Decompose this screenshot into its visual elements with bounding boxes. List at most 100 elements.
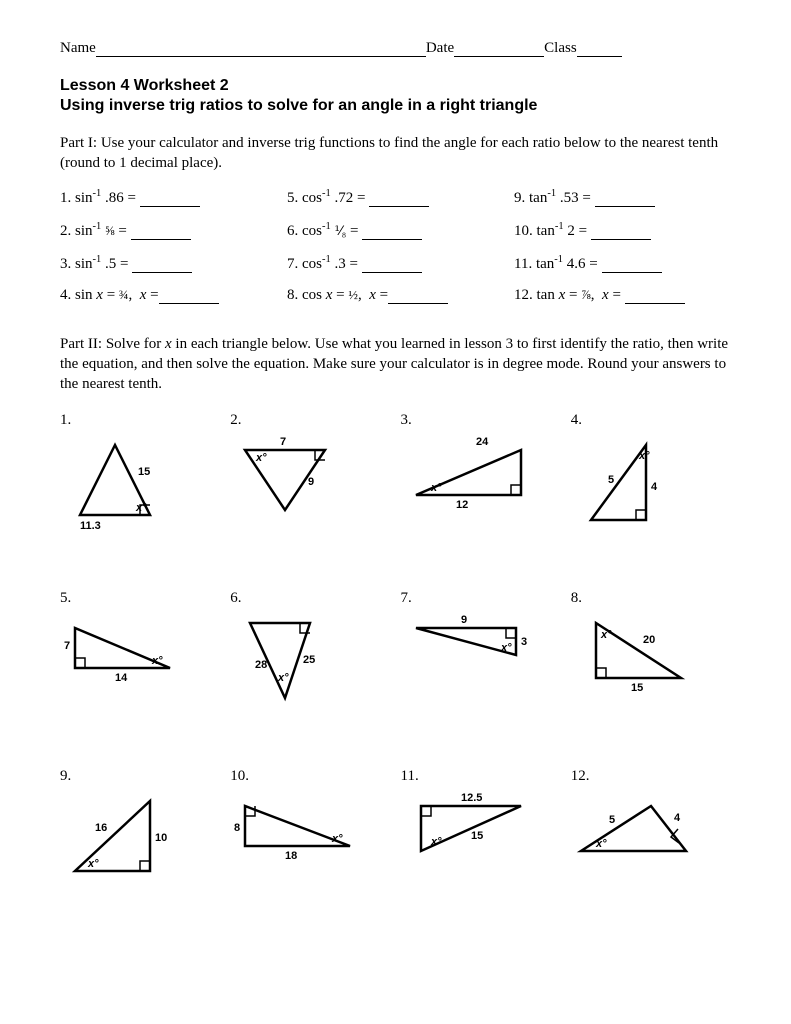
svg-text:9: 9 <box>461 614 467 626</box>
answer-blank[interactable] <box>625 288 685 304</box>
svg-text:x°: x° <box>87 858 99 870</box>
part1-problem: 11. tan-1 4.6 = <box>514 254 731 273</box>
svg-text:18: 18 <box>285 850 297 862</box>
answer-blank[interactable] <box>140 191 200 207</box>
part1-problem: 7. cos-1 .3 = <box>287 254 504 273</box>
svg-text:x°: x° <box>135 502 147 514</box>
triangle-cell: 12. x° 54 <box>571 768 731 896</box>
part1-problem: 3. sin-1 .5 = <box>60 254 277 273</box>
triangle-diagram: x° 5 4 <box>571 791 711 891</box>
triangle-cell: 5. x° 7 14 <box>60 590 220 718</box>
svg-text:12.5: 12.5 <box>461 792 482 804</box>
part2-triangles: 1. x° 1511.3 2. x° 79 3. x° 2412 4. x° 5… <box>60 412 731 896</box>
triangle-cell: 4. x° 54 <box>571 412 731 540</box>
svg-text:28: 28 <box>255 659 267 671</box>
svg-text:x°: x° <box>600 629 612 641</box>
worksheet-subtitle: Using inverse trig ratios to solve for a… <box>60 97 731 115</box>
triangle-number: 4. <box>571 412 731 429</box>
answer-blank[interactable] <box>362 257 422 273</box>
answer-blank[interactable] <box>591 224 651 240</box>
worksheet-title: Lesson 4 Worksheet 2 <box>60 77 731 95</box>
triangle-number: 5. <box>60 590 220 607</box>
name-label: Name <box>60 40 96 56</box>
svg-text:x°: x° <box>595 838 607 850</box>
triangle-number: 10. <box>230 768 390 785</box>
triangle-cell: 8. x° 2015 <box>571 590 731 718</box>
triangle-diagram: x° 1511.3 <box>60 435 200 535</box>
triangle-diagram: x° 28 25 <box>230 613 370 713</box>
svg-text:5: 5 <box>609 814 615 826</box>
triangle-cell: 11. x° 12.5 15 <box>401 768 561 896</box>
answer-blank[interactable] <box>595 191 655 207</box>
svg-text:7: 7 <box>280 436 286 448</box>
svg-text:x°: x° <box>277 672 289 684</box>
triangle-diagram: x° 2015 <box>571 613 711 713</box>
svg-text:x°: x° <box>638 450 650 462</box>
svg-text:8: 8 <box>234 822 240 834</box>
svg-text:25: 25 <box>303 654 315 666</box>
part1-problem: 12. tan x = ⅞, x = <box>514 287 731 304</box>
triangle-number: 7. <box>401 590 561 607</box>
answer-blank[interactable] <box>369 191 429 207</box>
answer-blank[interactable] <box>362 224 422 240</box>
triangle-diagram: x° 24 12 <box>401 435 541 535</box>
triangle-diagram: x° 12.5 15 <box>401 791 541 891</box>
svg-text:x°: x° <box>331 833 343 845</box>
svg-text:14: 14 <box>115 672 128 684</box>
answer-blank[interactable] <box>602 257 662 273</box>
triangle-number: 3. <box>401 412 561 429</box>
svg-text:15: 15 <box>471 830 483 842</box>
triangle-number: 11. <box>401 768 561 785</box>
triangle-number: 9. <box>60 768 220 785</box>
svg-text:3: 3 <box>521 636 527 648</box>
svg-text:12: 12 <box>456 499 468 511</box>
svg-text:x°: x° <box>255 452 267 464</box>
svg-text:x°: x° <box>500 642 512 654</box>
triangle-diagram: x° 7 14 <box>60 613 200 713</box>
part2-intro: Part II: Solve for x in each triangle be… <box>60 334 731 395</box>
triangle-number: 1. <box>60 412 220 429</box>
triangle-cell: 3. x° 24 12 <box>401 412 561 540</box>
triangle-cell: 9. x° 1610 <box>60 768 220 896</box>
svg-text:9: 9 <box>308 476 314 488</box>
triangle-cell: 2. x° 7 9 <box>230 412 390 540</box>
triangle-cell: 1. x° 1511.3 <box>60 412 220 540</box>
svg-text:4: 4 <box>674 812 681 824</box>
part1-problems: 1. sin-1 .86 = 5. cos-1 .72 = 9. tan-1 .… <box>60 188 731 304</box>
triangle-number: 6. <box>230 590 390 607</box>
svg-text:7: 7 <box>64 640 70 652</box>
triangle-number: 8. <box>571 590 731 607</box>
name-blank[interactable] <box>96 41 426 57</box>
answer-blank[interactable] <box>131 224 191 240</box>
class-label: Class <box>544 40 577 56</box>
header-line: NameDateClass <box>60 40 731 57</box>
part1-problem: 9. tan-1 .53 = <box>514 188 731 207</box>
triangle-diagram: x° 8 18 <box>230 791 370 891</box>
answer-blank[interactable] <box>132 257 192 273</box>
triangle-number: 2. <box>230 412 390 429</box>
svg-text:20: 20 <box>643 634 655 646</box>
part1-problem: 5. cos-1 .72 = <box>287 188 504 207</box>
date-blank[interactable] <box>454 41 544 57</box>
part1-problem: 8. cos x = ½, x = <box>287 287 504 304</box>
part1-problem: 2. sin-1 ⅝ = <box>60 221 277 240</box>
triangle-cell: 7. x° 9 3 <box>401 590 561 718</box>
part1-problem: 4. sin x = ¾, x = <box>60 287 277 304</box>
svg-text:x°: x° <box>430 836 442 848</box>
answer-blank[interactable] <box>159 288 219 304</box>
triangle-diagram: x° 1610 <box>60 791 200 891</box>
class-blank[interactable] <box>577 41 622 57</box>
svg-text:24: 24 <box>476 436 489 448</box>
part1-problem: 6. cos-1 ⅟₈ = <box>287 221 504 240</box>
triangle-diagram: x° 54 <box>571 435 711 535</box>
part1-problem: 1. sin-1 .86 = <box>60 188 277 207</box>
triangle-cell: 6. x° 28 25 <box>230 590 390 718</box>
svg-text:11.3: 11.3 <box>80 520 101 532</box>
triangle-diagram: x° 9 3 <box>401 613 541 713</box>
svg-text:x°: x° <box>430 482 442 494</box>
answer-blank[interactable] <box>388 288 448 304</box>
triangle-diagram: x° 7 9 <box>230 435 370 535</box>
svg-text:5: 5 <box>608 474 614 486</box>
part1-intro: Part I: Use your calculator and inverse … <box>60 133 731 174</box>
svg-text:x°: x° <box>151 655 163 667</box>
